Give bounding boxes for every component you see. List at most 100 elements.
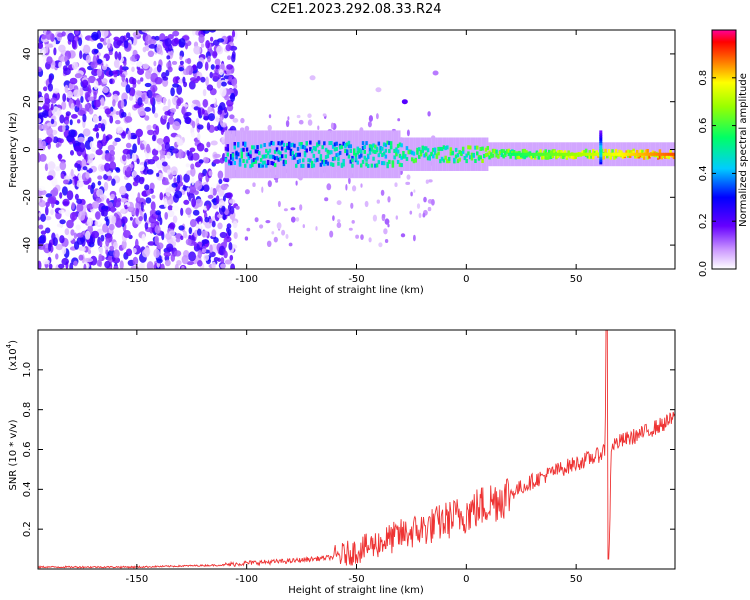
heatmap-cell bbox=[277, 200, 281, 208]
heatmap-cell bbox=[246, 227, 251, 232]
heatmap-cell bbox=[120, 80, 128, 88]
heatmap-cell bbox=[130, 265, 139, 269]
heatmap-cell bbox=[159, 217, 163, 226]
heatmap-cell bbox=[370, 147, 374, 152]
heatmap-cell bbox=[94, 220, 98, 226]
heatmap-cell bbox=[582, 152, 585, 156]
heatmap-cell bbox=[46, 56, 53, 65]
heatmap-cell bbox=[178, 67, 185, 72]
heatmap-cell bbox=[283, 208, 288, 212]
heatmap-cell bbox=[647, 152, 650, 156]
heatmap-cell bbox=[451, 151, 454, 156]
heatmap-cell bbox=[109, 245, 115, 252]
heatmap-cell bbox=[440, 137, 443, 171]
heatmap-cell bbox=[447, 159, 451, 164]
heatmap-cell bbox=[125, 142, 132, 149]
heatmap-cell bbox=[371, 130, 375, 179]
heatmap-cell bbox=[128, 87, 136, 97]
heatmap-cell bbox=[444, 137, 447, 171]
heatmap-cell bbox=[285, 234, 289, 239]
heatmap-cell bbox=[76, 236, 85, 245]
heatmap-cell bbox=[333, 142, 337, 147]
heatmap-cell bbox=[172, 30, 180, 37]
heatmap-cell bbox=[105, 218, 110, 226]
heatmap-cell bbox=[91, 31, 99, 41]
heatmap-cell bbox=[295, 180, 298, 186]
heatmap-cell bbox=[146, 169, 154, 175]
heatmap-cell bbox=[347, 144, 351, 149]
heatmap-cell bbox=[474, 145, 477, 150]
heatmap-cell bbox=[219, 157, 225, 164]
heatmap-cell bbox=[444, 146, 447, 151]
heatmap-cell bbox=[286, 130, 289, 179]
heatmap-cell bbox=[238, 161, 242, 166]
heatmap-cell bbox=[395, 152, 398, 157]
heatmap-cell bbox=[140, 77, 144, 82]
heatmap-cell bbox=[209, 251, 216, 258]
heatmap-cell bbox=[275, 147, 279, 152]
heatmap-cell bbox=[409, 137, 412, 171]
heatmap-cell bbox=[386, 140, 389, 145]
heatmap-cell bbox=[82, 44, 91, 54]
heatmap-cell bbox=[130, 189, 135, 200]
heatmap-cell bbox=[463, 156, 467, 161]
heatmap-cell bbox=[224, 130, 227, 179]
heatmap-cell bbox=[73, 89, 81, 98]
heatmap-cell bbox=[554, 152, 557, 156]
heatmap-cell bbox=[213, 153, 221, 158]
heatmap-cell bbox=[641, 149, 644, 154]
heatmap-cell bbox=[581, 150, 584, 155]
heatmap-cell bbox=[121, 216, 128, 224]
heatmap-cell bbox=[190, 167, 196, 177]
heatmap-cell bbox=[172, 205, 179, 212]
heatmap-cell bbox=[483, 154, 486, 158]
heatmap-cell bbox=[92, 115, 100, 123]
heatmap-cell bbox=[544, 149, 547, 154]
heatmap-cell bbox=[198, 34, 205, 44]
heatmap-cell bbox=[144, 222, 149, 230]
heatmap-cell bbox=[273, 130, 276, 179]
heatmap-cell bbox=[82, 113, 87, 123]
heatmap-cell bbox=[298, 119, 304, 125]
heatmap-cell bbox=[356, 146, 359, 151]
heatmap-cell bbox=[391, 163, 395, 168]
heatmap-cell bbox=[534, 152, 538, 156]
heatmap-cell bbox=[74, 30, 80, 35]
heatmap-cell bbox=[465, 159, 468, 164]
heatmap-cell bbox=[298, 142, 301, 147]
spectrogram-panel: -150 -100 -50 0 50 -40 -20 0 20 40 Height of str… bbox=[8, 29, 676, 296]
heatmap-cell bbox=[484, 153, 488, 157]
heatmap-cell bbox=[210, 186, 214, 197]
heatmap-cell bbox=[38, 42, 44, 49]
heatmap-cell bbox=[423, 196, 427, 203]
heatmap-cell bbox=[300, 142, 303, 146]
heatmap-cell bbox=[323, 162, 326, 167]
heatmap-cell bbox=[190, 163, 195, 170]
heatmap-cell bbox=[664, 154, 667, 159]
heatmap-cell bbox=[102, 208, 108, 217]
heatmap-cell bbox=[589, 152, 592, 156]
heatmap-cell bbox=[595, 150, 598, 155]
heatmap-cell bbox=[197, 133, 201, 141]
heatmap-cell bbox=[599, 144, 603, 148]
heatmap-cell bbox=[188, 251, 197, 262]
heatmap-cell bbox=[314, 158, 317, 163]
heatmap-cell bbox=[421, 148, 424, 153]
heatmap-cell bbox=[202, 99, 208, 108]
heatmap-cell bbox=[440, 156, 444, 161]
heatmap-cell bbox=[386, 161, 389, 166]
heatmap-cell bbox=[55, 244, 63, 251]
heatmap-cell bbox=[289, 151, 293, 156]
heatmap-cell bbox=[284, 148, 287, 153]
heatmap-cell bbox=[541, 152, 545, 156]
heatmap-cell bbox=[307, 158, 310, 163]
heatmap-cell bbox=[353, 148, 356, 153]
heatmap-cell bbox=[167, 98, 171, 109]
heatmap-cell bbox=[277, 141, 280, 146]
heatmap-cell bbox=[599, 147, 603, 151]
heatmap-cell bbox=[137, 79, 141, 85]
heatmap-cell bbox=[302, 224, 305, 229]
heatmap-cell bbox=[113, 241, 118, 250]
heatmap-cell bbox=[531, 152, 534, 156]
snr-panel: -150 -100 -50 0 50 0.2 0.4 0.6 0.8 1.0 Height of… bbox=[5, 329, 676, 596]
